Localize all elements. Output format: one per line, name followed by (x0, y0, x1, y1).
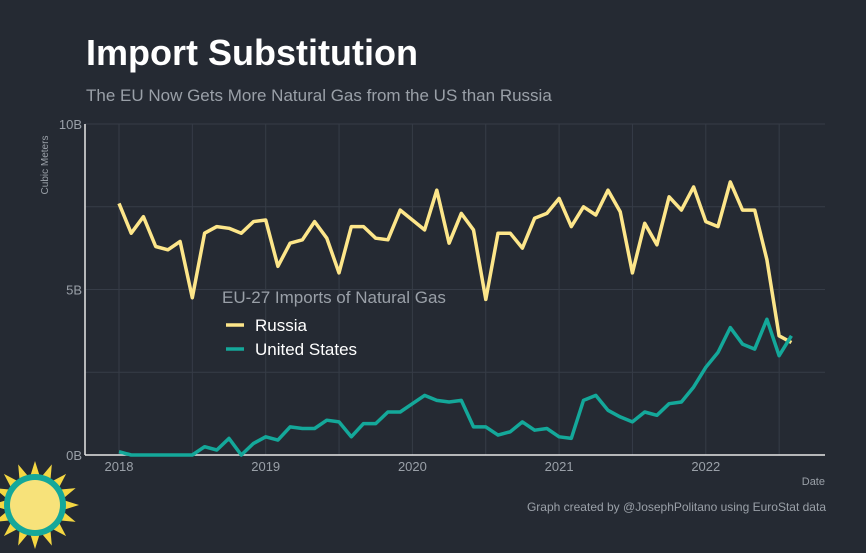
y-axis-label: Cubic Meters (40, 136, 51, 195)
x-tick-label: 2018 (105, 459, 134, 474)
x-tick-label: 2021 (545, 459, 574, 474)
chart-subtitle: The EU Now Gets More Natural Gas from th… (86, 86, 552, 105)
y-tick-label: 5B (66, 283, 82, 298)
legend-label: United States (255, 340, 357, 359)
x-tick-label: 2022 (691, 459, 720, 474)
x-axis-label: Date (802, 476, 825, 488)
legend-label: Russia (255, 316, 308, 335)
x-tick-label: 2019 (251, 459, 280, 474)
y-tick-label: 0B (66, 448, 82, 463)
legend-title: EU-27 Imports of Natural Gas (222, 288, 446, 307)
sun-logo-icon (0, 461, 79, 549)
chart-title: Import Substitution (86, 32, 418, 73)
chart-caption: Graph created by @JosephPolitano using E… (526, 500, 826, 514)
series-line-russia (117, 180, 793, 345)
x-tick-label: 2020 (398, 459, 427, 474)
y-tick-label: 10B (59, 117, 82, 132)
series-line-united-states (118, 317, 793, 457)
